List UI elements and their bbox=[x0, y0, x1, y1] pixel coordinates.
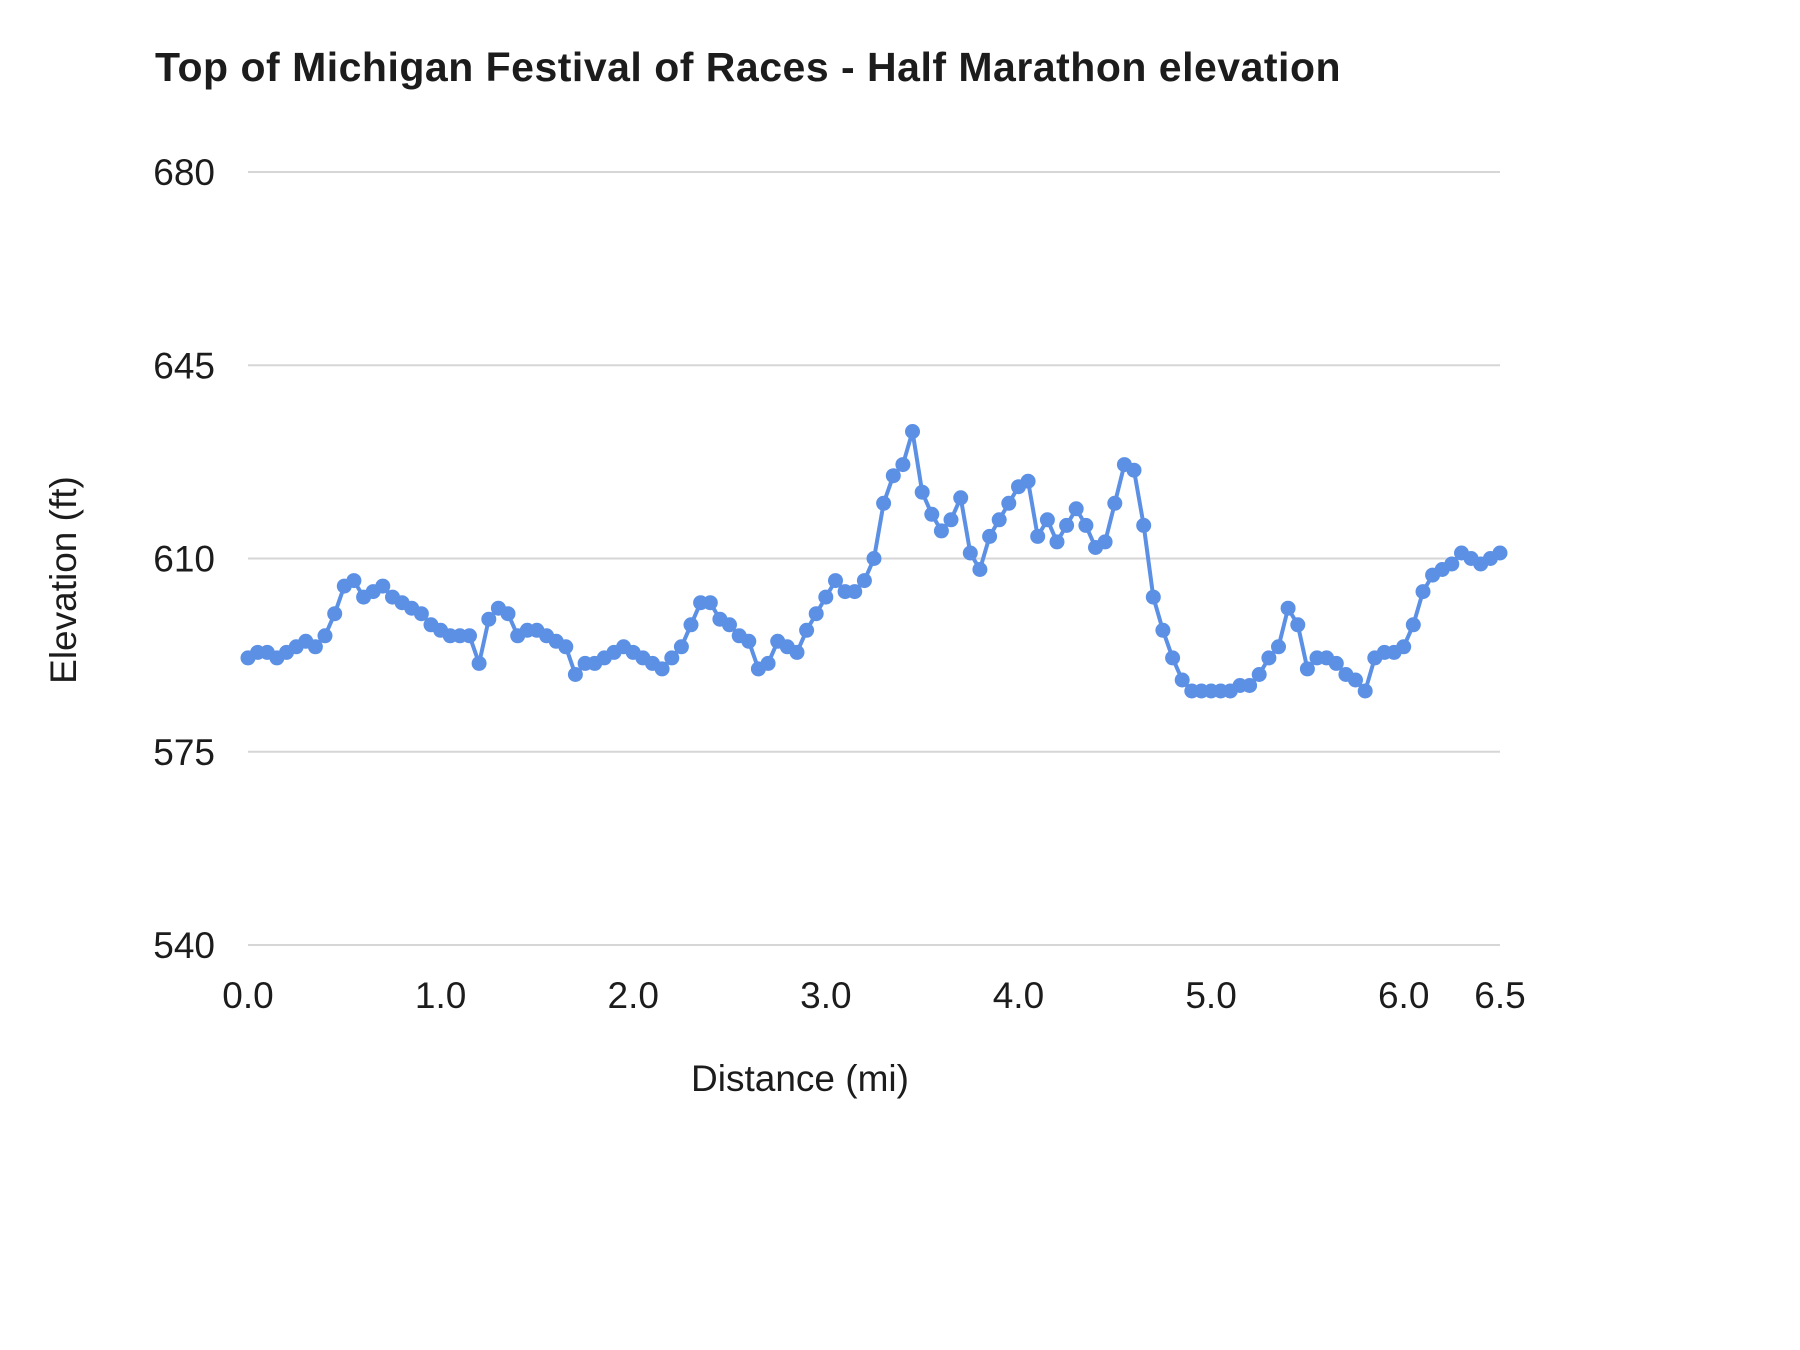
data-point bbox=[1242, 678, 1258, 693]
x-tick-label: 0.0 bbox=[222, 975, 273, 1016]
data-point bbox=[1271, 639, 1286, 655]
data-point bbox=[673, 639, 689, 655]
data-point bbox=[500, 606, 516, 622]
data-point bbox=[895, 457, 911, 473]
data-point bbox=[1107, 495, 1123, 511]
data-point bbox=[1126, 462, 1142, 478]
data-point bbox=[1174, 672, 1190, 688]
x-axis-title: Distance (mi) bbox=[691, 1058, 909, 1099]
data-point bbox=[1357, 683, 1373, 699]
data-point bbox=[558, 639, 574, 655]
x-tick-label: 6.5 bbox=[1474, 975, 1525, 1016]
data-point bbox=[307, 639, 323, 655]
y-tick-label: 645 bbox=[153, 345, 215, 386]
data-point bbox=[789, 644, 805, 660]
data-point bbox=[1415, 584, 1431, 600]
data-point bbox=[471, 655, 487, 671]
data-point bbox=[413, 606, 429, 622]
data-point bbox=[481, 611, 497, 627]
x-tick-label: 4.0 bbox=[993, 975, 1044, 1016]
data-point bbox=[856, 573, 872, 589]
data-point bbox=[799, 622, 815, 638]
data-point bbox=[885, 468, 901, 484]
data-point bbox=[808, 606, 824, 622]
data-point bbox=[972, 562, 988, 577]
data-point bbox=[1405, 617, 1421, 633]
x-tick-label: 2.0 bbox=[608, 975, 659, 1016]
data-point bbox=[991, 512, 1007, 528]
data-point bbox=[953, 490, 969, 506]
data-point bbox=[760, 655, 776, 671]
data-point bbox=[1251, 667, 1267, 682]
data-point bbox=[818, 589, 834, 605]
data-point bbox=[462, 628, 477, 644]
data-point bbox=[1020, 473, 1036, 489]
data-point bbox=[943, 512, 959, 528]
data-point bbox=[962, 545, 978, 561]
data-point bbox=[1059, 517, 1075, 533]
y-axis-title: Elevation (ft) bbox=[43, 476, 84, 684]
data-point bbox=[317, 628, 333, 644]
data-point bbox=[1290, 617, 1306, 633]
data-point bbox=[327, 606, 343, 622]
data-point bbox=[1049, 534, 1065, 550]
data-point bbox=[1030, 528, 1046, 544]
data-point bbox=[1261, 650, 1277, 666]
data-point bbox=[722, 617, 737, 633]
chart-title: Top of Michigan Festival of Races - Half… bbox=[155, 44, 1342, 90]
x-tick-label: 5.0 bbox=[1185, 975, 1236, 1016]
data-point bbox=[1001, 495, 1017, 511]
data-point bbox=[1396, 639, 1412, 655]
data-point bbox=[924, 506, 940, 522]
data-point bbox=[1444, 556, 1460, 572]
data-point bbox=[866, 551, 882, 566]
data-point bbox=[876, 495, 892, 511]
data-point bbox=[1299, 661, 1315, 677]
data-point bbox=[741, 633, 757, 649]
y-tick-label: 540 bbox=[153, 925, 215, 966]
data-point bbox=[664, 650, 680, 666]
data-point bbox=[828, 573, 843, 589]
data-point bbox=[982, 528, 998, 544]
data-point bbox=[702, 595, 718, 611]
data-point bbox=[1097, 534, 1113, 550]
data-point bbox=[567, 667, 583, 682]
data-point bbox=[1068, 501, 1084, 517]
y-tick-label: 610 bbox=[153, 539, 215, 580]
data-point bbox=[1280, 600, 1296, 616]
data-point bbox=[1155, 622, 1171, 638]
data-point bbox=[654, 661, 670, 677]
y-tick-label: 575 bbox=[153, 732, 215, 773]
data-point bbox=[683, 617, 699, 633]
data-point bbox=[905, 424, 920, 439]
x-tick-label: 3.0 bbox=[800, 975, 851, 1016]
data-point bbox=[1165, 650, 1181, 666]
data-point bbox=[1039, 512, 1055, 528]
data-point bbox=[1145, 589, 1161, 605]
data-point bbox=[1136, 517, 1152, 533]
data-point bbox=[1492, 545, 1508, 561]
y-tick-label: 680 bbox=[153, 152, 215, 193]
data-point bbox=[1078, 517, 1094, 533]
data-point bbox=[914, 484, 930, 500]
data-point bbox=[847, 584, 863, 600]
data-point bbox=[933, 523, 949, 539]
x-tick-label: 1.0 bbox=[415, 975, 466, 1016]
x-tick-label: 6.0 bbox=[1378, 975, 1429, 1016]
data-point bbox=[346, 573, 362, 589]
data-point bbox=[375, 578, 391, 594]
data-point bbox=[1348, 672, 1363, 688]
data-point bbox=[1328, 655, 1344, 671]
